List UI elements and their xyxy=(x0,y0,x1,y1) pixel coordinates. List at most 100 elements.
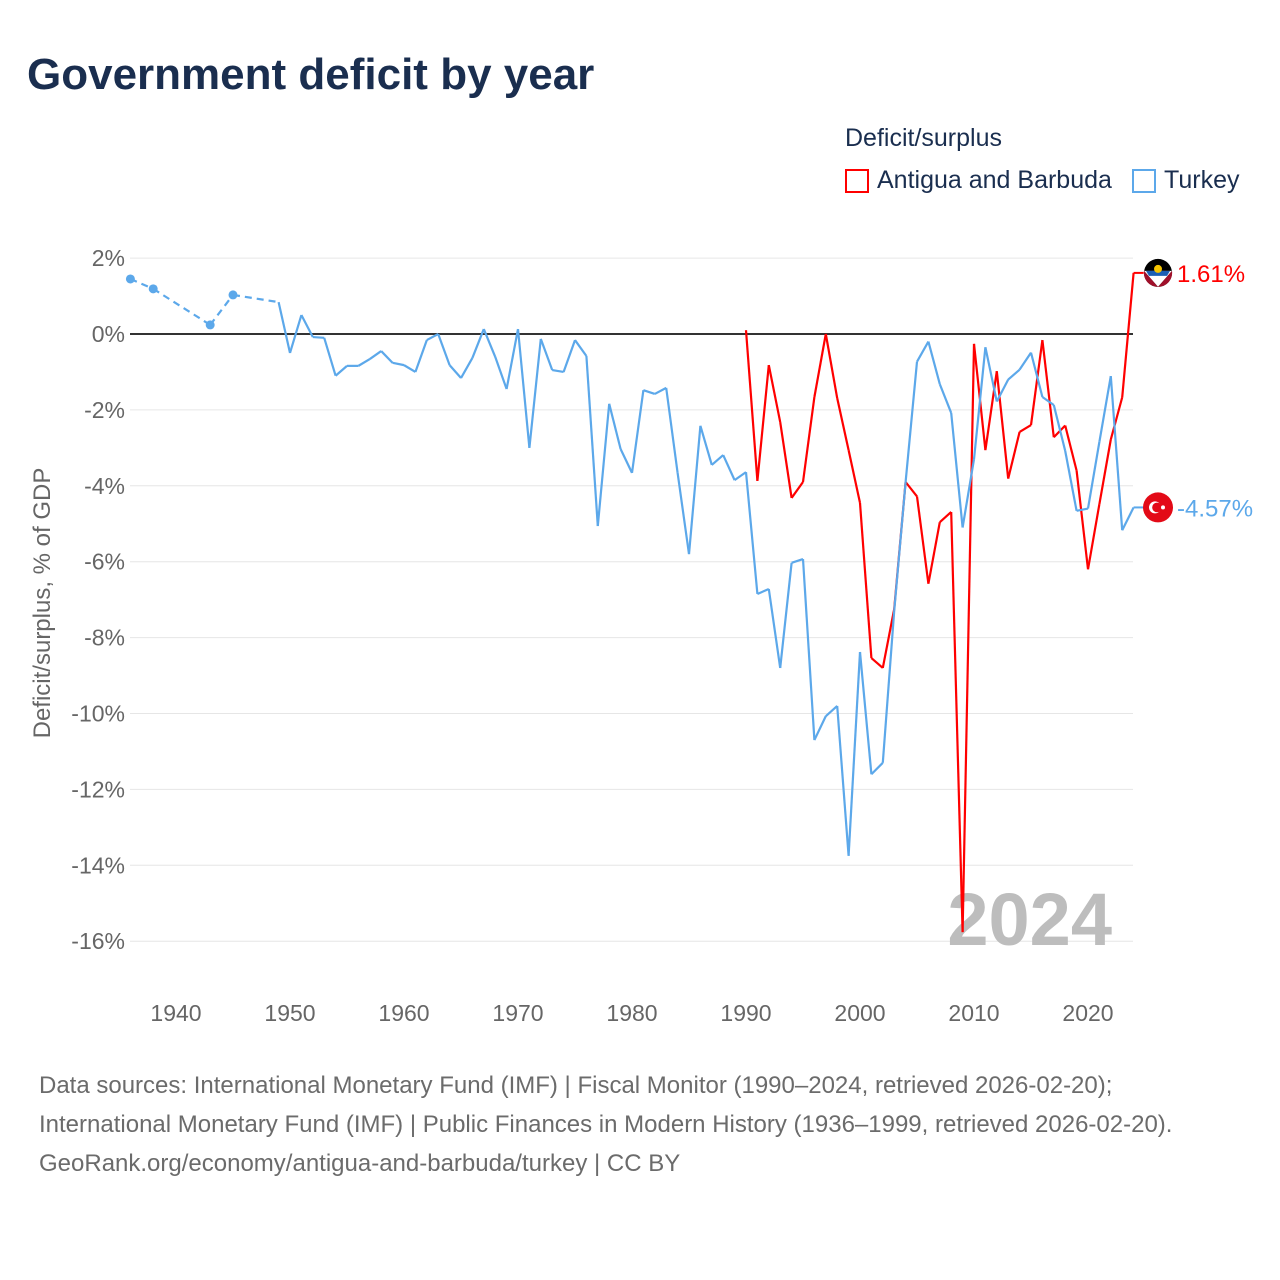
flag-blue xyxy=(1146,270,1170,276)
antigua-and-barbuda-segment xyxy=(1007,431,1021,479)
data-sources: Data sources: International Monetary Fun… xyxy=(39,1072,1173,1138)
antigua-and-barbuda-segment xyxy=(1086,503,1101,570)
antigua-and-barbuda-segment xyxy=(881,608,896,669)
y-tick-label: -16% xyxy=(71,928,125,954)
turkey-segment xyxy=(767,588,782,669)
legend-item-turkey[interactable]: Turkey xyxy=(1132,166,1239,195)
turkey-segment xyxy=(1007,368,1021,381)
antigua-and-barbuda-segment xyxy=(756,365,770,481)
turkey-segment xyxy=(938,383,953,414)
turkey-segment xyxy=(791,557,804,564)
turkey-segment xyxy=(1086,441,1101,509)
turkey-segment xyxy=(448,364,462,379)
turkey-segment xyxy=(562,339,577,373)
antigua-flag-icon xyxy=(1143,258,1173,287)
turkey-segment xyxy=(1076,507,1089,512)
y-tick-label: -8% xyxy=(84,625,125,651)
turkey-segment xyxy=(471,328,485,359)
turkey-segment xyxy=(596,403,611,527)
turkey-segment xyxy=(369,350,382,360)
antigua-and-barbuda-segment xyxy=(939,511,952,524)
antigua-and-barbuda-segment xyxy=(858,502,873,659)
x-tick-label: 1940 xyxy=(150,1000,201,1026)
turkey-segment xyxy=(1109,376,1124,531)
turkey-segment xyxy=(403,364,416,373)
antigua-and-barbuda-segment xyxy=(836,397,850,451)
turkey-segment xyxy=(209,294,234,326)
turkey-segment xyxy=(733,471,747,482)
antigua-and-barbuda-segment xyxy=(1019,424,1032,433)
turkey-segment xyxy=(277,301,292,354)
y-tick-label: -6% xyxy=(84,549,125,575)
x-tick-label: 1970 xyxy=(492,1000,543,1026)
flag-crescent-cut xyxy=(1152,502,1162,513)
antigua-and-barbuda-segment xyxy=(813,333,827,398)
turkey-segment xyxy=(893,481,907,612)
x-tick-label: 2020 xyxy=(1062,1000,1113,1026)
antigua-and-barbuda-segment xyxy=(847,449,862,504)
turkey-segment xyxy=(972,347,987,460)
turkey-segment xyxy=(392,361,405,367)
turkey-segment xyxy=(1041,396,1055,406)
chart-title: Government deficit by year xyxy=(27,50,595,99)
footer: Data sources: International Monetary Fun… xyxy=(39,1066,1239,1183)
x-tick-label: 2000 xyxy=(834,1000,885,1026)
turkey-segment xyxy=(357,358,371,367)
turkey-segment xyxy=(654,386,667,395)
x-tick-label: 2010 xyxy=(948,1000,999,1026)
turkey-segment xyxy=(516,328,531,448)
turkey-segment xyxy=(779,562,793,669)
turkey-segment xyxy=(687,425,702,555)
y-tick-label: -14% xyxy=(71,852,125,878)
y-tick-label: -2% xyxy=(84,397,125,423)
x-tick-label: 1960 xyxy=(378,1000,429,1026)
turkey-segment xyxy=(482,328,497,358)
turkey-segment xyxy=(414,339,428,373)
turkey-segment xyxy=(801,558,816,741)
turkey-segment xyxy=(836,705,850,856)
turkey-point xyxy=(125,274,135,284)
chart-area: 2% 0% -2% -4% -6% -8% -10% -12% -14% -16% 1940 1950… xyxy=(29,245,1253,1026)
antigua-and-barbuda-segment xyxy=(904,481,918,498)
legend-item-antigua[interactable]: Antigua and Barbuda xyxy=(845,166,1112,195)
turkey-segment xyxy=(825,705,838,717)
turkey-segment xyxy=(630,390,645,474)
antigua-and-barbuda-segment xyxy=(824,333,839,399)
turkey-segment xyxy=(711,454,724,466)
antigua-and-barbuda-segment xyxy=(801,396,816,483)
antigua-and-barbuda-segment xyxy=(1121,272,1135,398)
turkey-segment xyxy=(1018,351,1032,371)
turkey-segment xyxy=(152,287,211,326)
turkey-segment xyxy=(505,328,520,390)
credit-link[interactable]: GeoRank.org/economy/antigua-and-barbuda/… xyxy=(39,1150,681,1177)
antigua-and-barbuda-segment xyxy=(950,511,964,933)
turkey-segment xyxy=(574,339,588,357)
legend-label: Turkey xyxy=(1164,166,1240,194)
flag-star xyxy=(1161,505,1165,510)
flag-sun xyxy=(1154,264,1162,273)
turkey-segment xyxy=(585,355,599,527)
turkey-segment xyxy=(312,335,325,339)
antigua-and-barbuda-segment xyxy=(767,364,782,423)
y-tick-label: 0% xyxy=(92,321,125,347)
x-tick-label: 1950 xyxy=(264,1000,315,1026)
antigua-and-barbuda-segment xyxy=(1109,397,1124,440)
turkey-segment xyxy=(995,379,1010,403)
turkey-segment xyxy=(539,338,554,371)
turkey-segment xyxy=(643,389,656,396)
turkey-segment xyxy=(288,314,303,354)
turkey-segment xyxy=(1064,450,1078,512)
antigua-and-barbuda-segment xyxy=(961,343,976,933)
turkey-point xyxy=(205,320,215,330)
turkey-end-label: -4.57% xyxy=(1177,495,1253,522)
turkey-segment xyxy=(927,341,941,385)
antigua-and-barbuda-segment xyxy=(927,522,941,584)
antigua-and-barbuda-segment xyxy=(984,371,998,451)
legend-title: Deficit/surplus xyxy=(845,124,1002,152)
antigua-and-barbuda-segment xyxy=(779,421,793,499)
turkey-segment xyxy=(300,314,314,338)
antigua-and-barbuda-segment xyxy=(790,481,804,499)
turkey-segment xyxy=(460,357,474,379)
turkey-segment xyxy=(676,472,691,555)
turkey-segment xyxy=(699,425,713,466)
